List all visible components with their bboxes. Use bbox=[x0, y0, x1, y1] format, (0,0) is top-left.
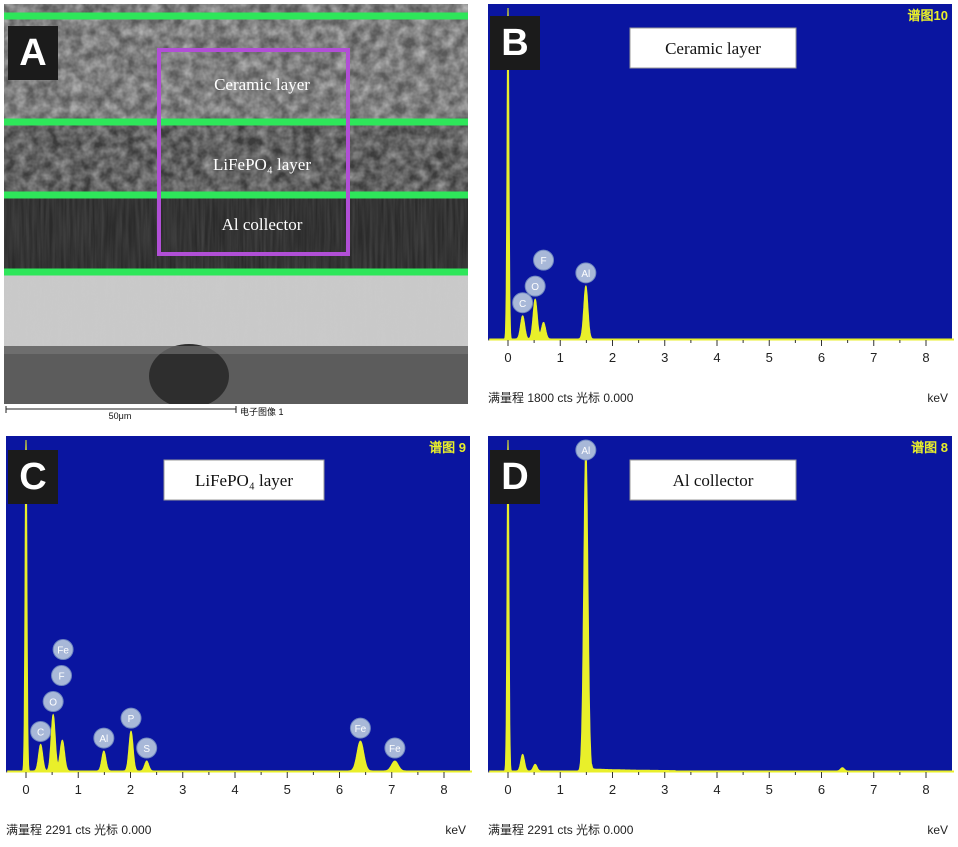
x-tick-label: 6 bbox=[336, 782, 343, 797]
x-tick-label: 4 bbox=[231, 782, 238, 797]
x-tick-label: 4 bbox=[713, 350, 720, 365]
footer-counts: 满量程 2291 cts 光标 0.000 bbox=[6, 822, 152, 837]
peak-label-text: S bbox=[143, 744, 150, 755]
peak-label-s: S bbox=[136, 737, 158, 759]
peak-label-text: F bbox=[540, 256, 546, 267]
peak-label-text: Al bbox=[581, 269, 590, 280]
peak-label-fe: Fe bbox=[52, 639, 74, 661]
spectrum-id: 谱图10 bbox=[908, 8, 948, 23]
eds-spectrum-b: 谱图10 CO F Al 0 1 2 3 4 5 6 7 8 满量程 1800 cts 光标 0.000 k… bbox=[486, 4, 956, 410]
peak-label-al: Al bbox=[575, 262, 597, 284]
peak-label-text: Al bbox=[581, 446, 590, 457]
x-axis-unit: keV bbox=[445, 823, 466, 837]
panel-label-d: D bbox=[490, 450, 540, 504]
peak-label-text: C bbox=[519, 299, 526, 310]
x-tick-label: 3 bbox=[661, 782, 668, 797]
x-tick-label: 8 bbox=[440, 782, 447, 797]
spectrum-id: 谱图 8 bbox=[911, 440, 948, 455]
x-tick-label: 5 bbox=[284, 782, 291, 797]
x-tick-label: 8 bbox=[922, 782, 929, 797]
x-axis-unit: keV bbox=[927, 391, 948, 405]
x-tick-label: 6 bbox=[818, 350, 825, 365]
panel-d: 谱图 8 Al 0 1 2 3 4 5 6 7 8 满量程 2291 cts 光标 0.000 keV A… bbox=[486, 434, 956, 842]
peak-label-text: C bbox=[37, 727, 44, 738]
spectrum-trace bbox=[489, 439, 956, 773]
spectrum-id: 谱图 9 bbox=[429, 440, 466, 455]
x-tick-label: 4 bbox=[713, 782, 720, 797]
peak-label-c: C bbox=[512, 292, 534, 314]
footer-counts: 满量程 2291 cts 光标 0.000 bbox=[488, 822, 634, 837]
title-box bbox=[629, 27, 797, 69]
panel-label-b: B bbox=[490, 16, 540, 70]
image-caption: 电子图像 1 bbox=[240, 406, 284, 417]
axis-band bbox=[4, 772, 472, 842]
peak-label-text: O bbox=[49, 698, 57, 709]
panel-label-c: C bbox=[8, 450, 58, 504]
chart-title: Al collector bbox=[673, 471, 754, 490]
peak-label-al: Al bbox=[575, 439, 597, 461]
axis-band bbox=[486, 340, 954, 410]
peak-label-text: F bbox=[58, 672, 64, 683]
layer-label-ceramic: Ceramic layer bbox=[214, 75, 310, 94]
x-tick-label: 8 bbox=[922, 350, 929, 365]
x-tick-label: 5 bbox=[766, 782, 773, 797]
peak-label-o: O bbox=[524, 275, 546, 297]
spectrum-trace bbox=[7, 439, 474, 773]
chart-title: Ceramic layer bbox=[665, 39, 761, 58]
peak-label-o: O bbox=[42, 691, 64, 713]
panel-c: 谱图 9 C O F Fe Al P S Fe Fe 0 1 2 3 4 5 6 7 8 满量程 2291 cts 光… bbox=[4, 434, 474, 842]
axis-band bbox=[486, 772, 954, 842]
peak-label-fe: Fe bbox=[384, 737, 406, 759]
x-tick-label: 5 bbox=[766, 350, 773, 365]
x-tick-label: 2 bbox=[609, 782, 616, 797]
x-tick-label: 1 bbox=[557, 350, 564, 365]
title-box bbox=[163, 459, 325, 501]
peak-label-f: F bbox=[533, 249, 555, 271]
peak-label-p: P bbox=[120, 707, 142, 729]
x-tick-label: 7 bbox=[870, 350, 877, 365]
eds-spectrum-d: 谱图 8 Al 0 1 2 3 4 5 6 7 8 满量程 2291 cts 光标 0.000 keV A… bbox=[486, 436, 956, 842]
layer-label-al: Al collector bbox=[222, 215, 303, 234]
x-tick-label: 6 bbox=[818, 782, 825, 797]
layer-label-lfp: LiFePO₄ layer bbox=[213, 155, 311, 174]
peak-label-text: Fe bbox=[57, 646, 69, 657]
x-tick-label: 3 bbox=[661, 350, 668, 365]
peak-label-c: C bbox=[30, 720, 52, 742]
x-tick-label: 3 bbox=[179, 782, 186, 797]
panel-label-a: A bbox=[8, 26, 58, 80]
panel-a: 50μm 电子图像 1 Ceramic layer LiFePO₄ layer … bbox=[4, 4, 468, 424]
analysis-region-box bbox=[157, 48, 350, 256]
peak-label-text: P bbox=[128, 714, 135, 725]
peak-label-text: O bbox=[531, 282, 539, 293]
peak-label-text: Fe bbox=[355, 724, 367, 735]
x-tick-label: 1 bbox=[75, 782, 82, 797]
x-tick-label: 0 bbox=[504, 350, 511, 365]
x-tick-label: 2 bbox=[127, 782, 134, 797]
sem-image: 50μm 电子图像 1 Ceramic layer LiFePO₄ layer … bbox=[4, 4, 468, 424]
scale-bar-label: 50μm bbox=[109, 411, 132, 421]
x-axis-unit: keV bbox=[927, 823, 948, 837]
peak-label-al: Al bbox=[93, 727, 115, 749]
x-tick-label: 1 bbox=[557, 782, 564, 797]
peak-label-f: F bbox=[51, 665, 73, 687]
panel-b: 谱图10 C O F Al 0 1 2 3 4 5 6 7 8 满量程 1800 cts 光标 0.000 k… bbox=[486, 2, 956, 410]
x-tick-label: 7 bbox=[870, 782, 877, 797]
peak-label-text: Al bbox=[99, 734, 108, 745]
x-tick-label: 2 bbox=[609, 350, 616, 365]
x-tick-label: 7 bbox=[388, 782, 395, 797]
spectrum-trace bbox=[489, 7, 956, 341]
chart-title: LiFePO₄ layer bbox=[195, 471, 293, 490]
footer-counts: 满量程 1800 cts 光标 0.000 bbox=[488, 390, 634, 405]
peak-label-text: Fe bbox=[389, 744, 401, 755]
title-box bbox=[629, 459, 797, 501]
peak-label-fe: Fe bbox=[349, 717, 371, 739]
eds-spectrum-c: 谱图 9 C O F Fe Al P S Fe Fe 0 1 2 3 4 5 6 7 8 满量程 2291 cts 光… bbox=[4, 436, 474, 842]
x-tick-label: 0 bbox=[22, 782, 29, 797]
x-tick-label: 0 bbox=[504, 782, 511, 797]
